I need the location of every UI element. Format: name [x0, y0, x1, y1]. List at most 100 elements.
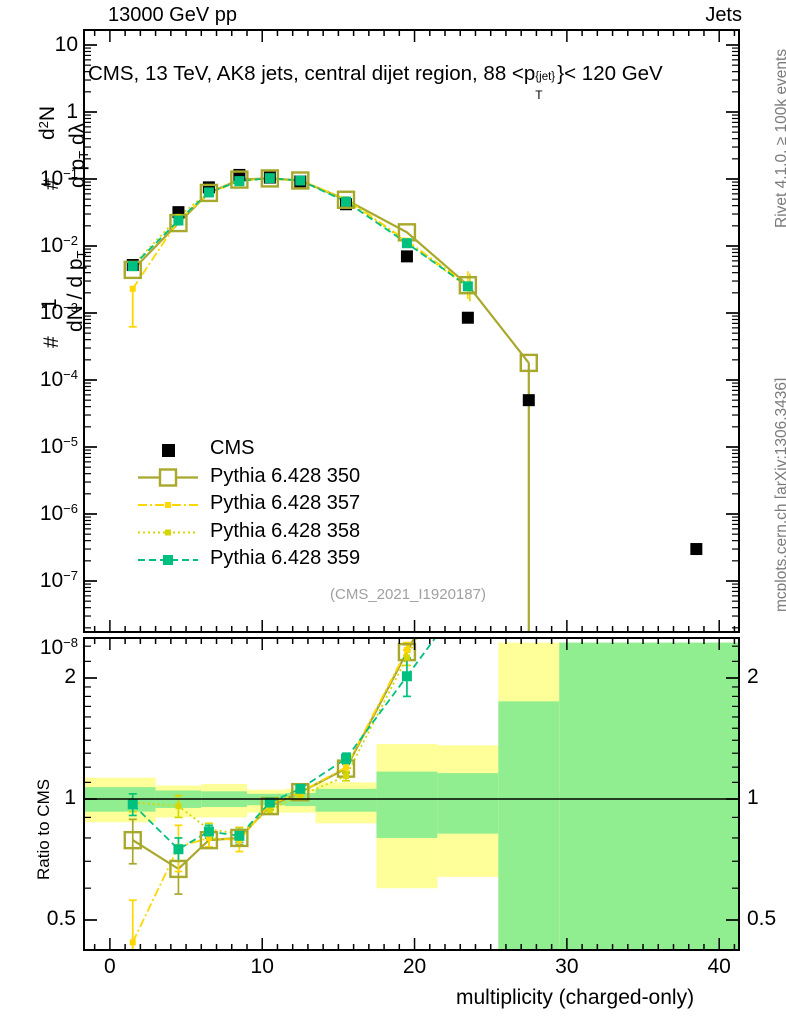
- ratio-panel-frame: [83, 637, 740, 951]
- top-panel-frame: [83, 29, 740, 633]
- yaxis-ticklabel: 10−5: [39, 434, 78, 458]
- marker-open-square: [519, 353, 538, 373]
- marker-cms: [400, 250, 413, 263]
- marker-filled-square: [295, 783, 306, 794]
- marker-open-square: [199, 183, 219, 203]
- yaxis-label-hash2: #: [40, 336, 63, 348]
- main-title: CMS, 13 TeV, AK8 jets, central dijet reg…: [88, 62, 663, 102]
- legend-marker-cms: [162, 444, 175, 457]
- main-title-text: CMS, 13 TeV, AK8 jets, central dijet reg…: [88, 62, 536, 85]
- top-panel-markers: [123, 168, 703, 556]
- marker-filled-square: [203, 826, 214, 837]
- marker-filled-square: [401, 238, 412, 249]
- xaxis-ticklabel: 0: [104, 955, 116, 978]
- top-panel-error-bars: [128, 271, 471, 328]
- marker-open-square: [230, 828, 249, 848]
- marker-filled-square: [173, 844, 184, 855]
- marker-filled-square: [203, 187, 214, 198]
- yaxis-ticklabel: 10−2: [39, 233, 78, 257]
- yaxis-ticklabel: 10−4: [39, 367, 78, 391]
- band-green: [498, 701, 560, 950]
- marker-cms: [461, 311, 474, 324]
- marker-open-square: [458, 275, 478, 295]
- legend: [138, 444, 198, 565]
- legend-label[interactable]: Pythia 6.428 358: [210, 519, 361, 542]
- legend-label[interactable]: Pythia 6.428 359: [210, 547, 361, 569]
- marker-open-square: [291, 171, 310, 190]
- marker-filled-square: [234, 830, 245, 841]
- marker-open-square: [169, 859, 188, 879]
- band-green: [559, 642, 739, 950]
- marker-filled-square: [127, 261, 138, 272]
- marker-filled-square: [234, 176, 245, 187]
- marker-small-square: [129, 939, 136, 946]
- ratio-ticklabel-right: 0.5: [747, 907, 777, 930]
- main-title-subscript: T: [535, 88, 543, 102]
- marker-small-square: [297, 792, 304, 799]
- yaxis-ticklabel: 1: [66, 100, 78, 123]
- yaxis-ticklabel: 10: [54, 33, 78, 56]
- yaxis-ticklabel: 10−1: [39, 166, 78, 190]
- marker-small-square: [175, 803, 182, 810]
- beam-label: 13000 GeV pp: [108, 4, 237, 26]
- ratio-line-extension: [406, 638, 436, 677]
- axis-ticks: [84, 30, 739, 950]
- xaxis-ticklabel: 20: [402, 955, 427, 978]
- marker-small-square: [403, 646, 410, 653]
- yaxis-ticklabel: 10−8: [39, 635, 78, 659]
- series-line-Pythia-6-428-357: [131, 177, 469, 290]
- marker-filled-square: [264, 173, 275, 184]
- marker-filled-square: [264, 797, 275, 808]
- marker-small-square: [403, 654, 410, 661]
- legend-label[interactable]: Pythia 6.428 357: [210, 492, 361, 514]
- legend-marker-small: [165, 529, 171, 536]
- marker-small-square: [129, 285, 136, 292]
- marker-cms: [522, 394, 535, 407]
- yaxis-ticklabel: 10−3: [39, 300, 78, 324]
- ratio-yaxis-label: Ratio to CMS: [34, 778, 53, 880]
- main-title-superscript: {jet}: [535, 71, 556, 83]
- marker-cms: [690, 543, 703, 556]
- band-green: [315, 788, 377, 812]
- band-green: [437, 773, 499, 834]
- marker-small-square: [266, 806, 273, 813]
- legend-marker-small: [165, 502, 171, 508]
- xaxis-ticklabel: 10: [250, 955, 274, 978]
- series-line-Pythia-6-428-350: [131, 177, 530, 364]
- ratio-panel-markers: [123, 642, 417, 946]
- mcplots-reference-label: mcplots.cern.ch [arXiv:1306.3436]: [773, 377, 786, 612]
- category-label: Jets: [705, 4, 742, 26]
- marker-open-square: [123, 830, 142, 850]
- ratio-ticklabel-right: 1: [747, 786, 759, 809]
- marker-small-square: [343, 764, 349, 771]
- yaxis-label-d2N: d2N: [36, 105, 59, 140]
- marker-filled-square: [173, 215, 184, 226]
- marker-open-square: [260, 169, 280, 188]
- main-title-tail: }< 120 GeV: [557, 62, 663, 85]
- marker-open-square: [230, 170, 249, 189]
- legend-marker-open-square: [158, 468, 178, 487]
- marker-open-square: [336, 190, 356, 209]
- marker-filled-square: [401, 671, 412, 682]
- ratio-ticklabel-left: 1: [64, 786, 76, 809]
- marker-filled-square: [127, 799, 138, 810]
- dataset-watermark: (CMS_2021_I1920187): [330, 586, 486, 603]
- legend-label[interactable]: CMS: [210, 437, 255, 459]
- legend-marker-square: [163, 555, 173, 565]
- ratio-line-extension: [406, 638, 418, 658]
- xaxis-ticklabel: 30: [555, 955, 579, 978]
- legend-label[interactable]: Pythia 6.428 350: [210, 464, 361, 487]
- ratio-line-Pythia-6-428-350: [132, 651, 408, 871]
- band-green: [376, 771, 438, 838]
- marker-filled-square: [341, 196, 351, 207]
- marker-filled-square: [462, 281, 473, 292]
- ratio-ticklabel-right: 2: [747, 665, 759, 688]
- marker-filled-square: [341, 753, 351, 764]
- xaxis-label: multiplicity (charged-only): [456, 986, 695, 1009]
- rivet-version-label: Rivet 4.1.0, ≥ 100k events: [773, 48, 786, 228]
- marker-filled-square: [295, 175, 306, 186]
- series-line-Pythia-6-428-358: [132, 178, 469, 289]
- ratio-ticklabel-left: 0.5: [46, 907, 76, 930]
